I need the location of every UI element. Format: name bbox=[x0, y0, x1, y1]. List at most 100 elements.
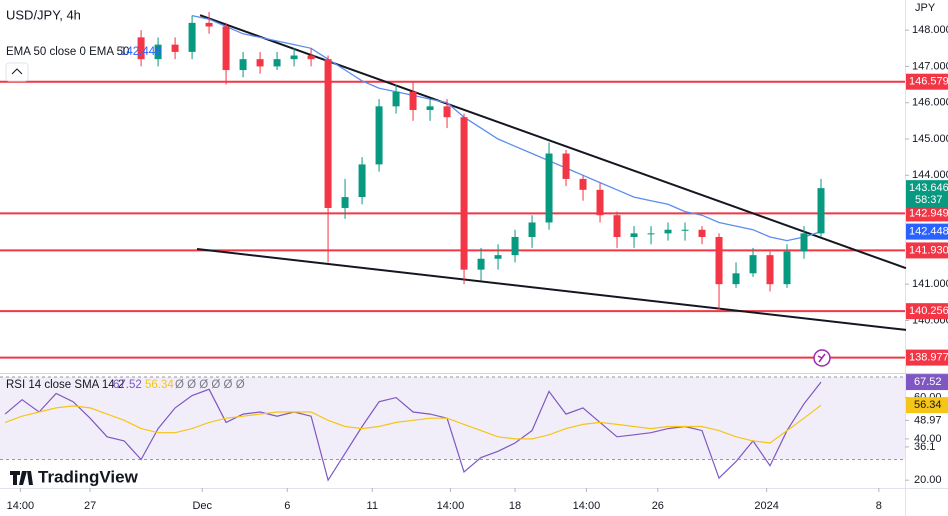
candle-body bbox=[256, 59, 264, 67]
ema-legend: EMA 50 close 0 EMA 50 bbox=[6, 46, 129, 58]
x-tick-label: 8 bbox=[876, 500, 882, 512]
candle-body bbox=[375, 106, 383, 165]
candle-body bbox=[698, 229, 706, 237]
candle-body bbox=[205, 22, 213, 27]
level-label: 141.930 bbox=[909, 244, 948, 256]
rsi-legend-value: 67.52 bbox=[113, 379, 142, 391]
rsi-y-tick-label: 36.1 bbox=[914, 441, 935, 453]
ema-label-box bbox=[906, 223, 948, 240]
candle-body bbox=[817, 188, 825, 234]
candle-body bbox=[749, 255, 757, 274]
y-tick-label: 147.000 bbox=[912, 60, 948, 72]
candle-body bbox=[222, 26, 230, 71]
candle-body bbox=[358, 164, 366, 198]
candle-body bbox=[528, 222, 536, 237]
rsi-label-box bbox=[906, 374, 948, 391]
candle-body bbox=[494, 255, 502, 259]
y-tick-label: 141.000 bbox=[912, 278, 948, 290]
candle-body bbox=[426, 106, 434, 110]
candle-body bbox=[239, 59, 247, 71]
candle-body bbox=[545, 153, 553, 223]
countdown: 58:37 bbox=[915, 194, 943, 206]
candle-body bbox=[137, 37, 145, 60]
candle-body bbox=[579, 178, 587, 190]
unit: JPY bbox=[915, 2, 936, 14]
candle-body bbox=[409, 91, 417, 110]
candle-body bbox=[307, 55, 315, 60]
candle-body bbox=[562, 153, 570, 179]
candle-body bbox=[273, 59, 281, 67]
candle-body bbox=[324, 59, 332, 208]
level-label-box bbox=[906, 303, 948, 320]
last-price-box bbox=[906, 180, 948, 209]
candle-body bbox=[715, 236, 723, 285]
level-label-box bbox=[906, 73, 948, 90]
ema-legend-value: 142.448 bbox=[120, 46, 162, 58]
collapse-icon bbox=[11, 68, 23, 75]
rsi-legend: RSI 14 close SMA 14 2 bbox=[6, 379, 124, 391]
y-tick-label: 145.000 bbox=[912, 133, 948, 145]
y-tick-label: 144.000 bbox=[912, 169, 948, 181]
collapse-button[interactable] bbox=[5, 62, 29, 82]
candle-body bbox=[341, 197, 349, 208]
rsi-label: 56.34 bbox=[914, 399, 942, 411]
rsi-placeholders: Ø Ø Ø Ø Ø Ø bbox=[175, 379, 245, 391]
x-tick-label: 6 bbox=[284, 500, 290, 512]
candle-body bbox=[681, 229, 689, 231]
candle-body bbox=[783, 251, 791, 285]
level-label-box bbox=[906, 205, 948, 222]
rsi-line bbox=[4, 404, 822, 444]
rsi-band bbox=[0, 376, 905, 460]
x-tick-label: 26 bbox=[652, 500, 664, 512]
last-price-label: 143.646 bbox=[909, 182, 948, 194]
candle-body bbox=[392, 91, 400, 107]
level-label: 140.256 bbox=[909, 305, 948, 317]
rsi-sma-legend-value: 56.34 bbox=[145, 379, 174, 391]
alert-icon-glyph bbox=[817, 353, 826, 363]
candle-body bbox=[664, 229, 672, 234]
x-tick-label: 14:00 bbox=[7, 500, 35, 512]
candle-body bbox=[596, 189, 604, 216]
level-label-box bbox=[906, 349, 948, 366]
candle-body bbox=[460, 117, 468, 270]
plot: 14:00 27 Dec 6 11 14:00 18 14:00 26 2024 8 148.000 1… bbox=[0, 11, 948, 512]
rsi-label-box bbox=[906, 397, 948, 414]
branding: TradingView bbox=[38, 467, 139, 486]
level-label: 142.949 bbox=[909, 207, 948, 219]
y-tick-label: 148.000 bbox=[912, 24, 948, 36]
level-label-box bbox=[906, 242, 948, 259]
candle-body bbox=[443, 106, 451, 118]
x-tick-label: 27 bbox=[84, 500, 96, 512]
level-label: 138.977 bbox=[909, 351, 948, 363]
x-tick-label: 18 bbox=[509, 500, 521, 512]
candle-body bbox=[647, 233, 655, 235]
rsi-label: 67.52 bbox=[914, 376, 942, 388]
candle-body bbox=[171, 44, 179, 52]
rsi-y-tick-label: 48.97 bbox=[914, 414, 942, 426]
trendline bbox=[196, 247, 907, 331]
logo-icon bbox=[10, 471, 33, 485]
rsi-y-tick-label: 20.00 bbox=[914, 474, 942, 486]
x-tick-label: 11 bbox=[367, 500, 378, 512]
ema-label: 142.448 bbox=[909, 226, 948, 238]
candle-body bbox=[613, 215, 621, 237]
trendline bbox=[199, 14, 907, 270]
candle-body bbox=[732, 273, 740, 285]
y-tick-label: 146.000 bbox=[912, 97, 948, 109]
chart-title: USD/JPY, 4h bbox=[6, 7, 81, 22]
candle-body bbox=[154, 44, 162, 60]
x-tick-label: 2024 bbox=[754, 500, 778, 512]
ema-line bbox=[191, 14, 822, 242]
level-label: 146.579 bbox=[909, 76, 948, 88]
candle-body bbox=[766, 255, 774, 285]
candle-body bbox=[800, 233, 808, 252]
rsi-y-tick-label: 40.00 bbox=[914, 433, 942, 445]
x-tick-label: 14:00 bbox=[573, 500, 601, 512]
candle-body bbox=[188, 22, 196, 52]
candle-body bbox=[290, 55, 298, 60]
x-tick-label: 14:00 bbox=[437, 500, 465, 512]
candle-body bbox=[630, 233, 638, 237]
candle-body bbox=[477, 258, 485, 270]
x-tick-label: Dec bbox=[192, 500, 212, 512]
